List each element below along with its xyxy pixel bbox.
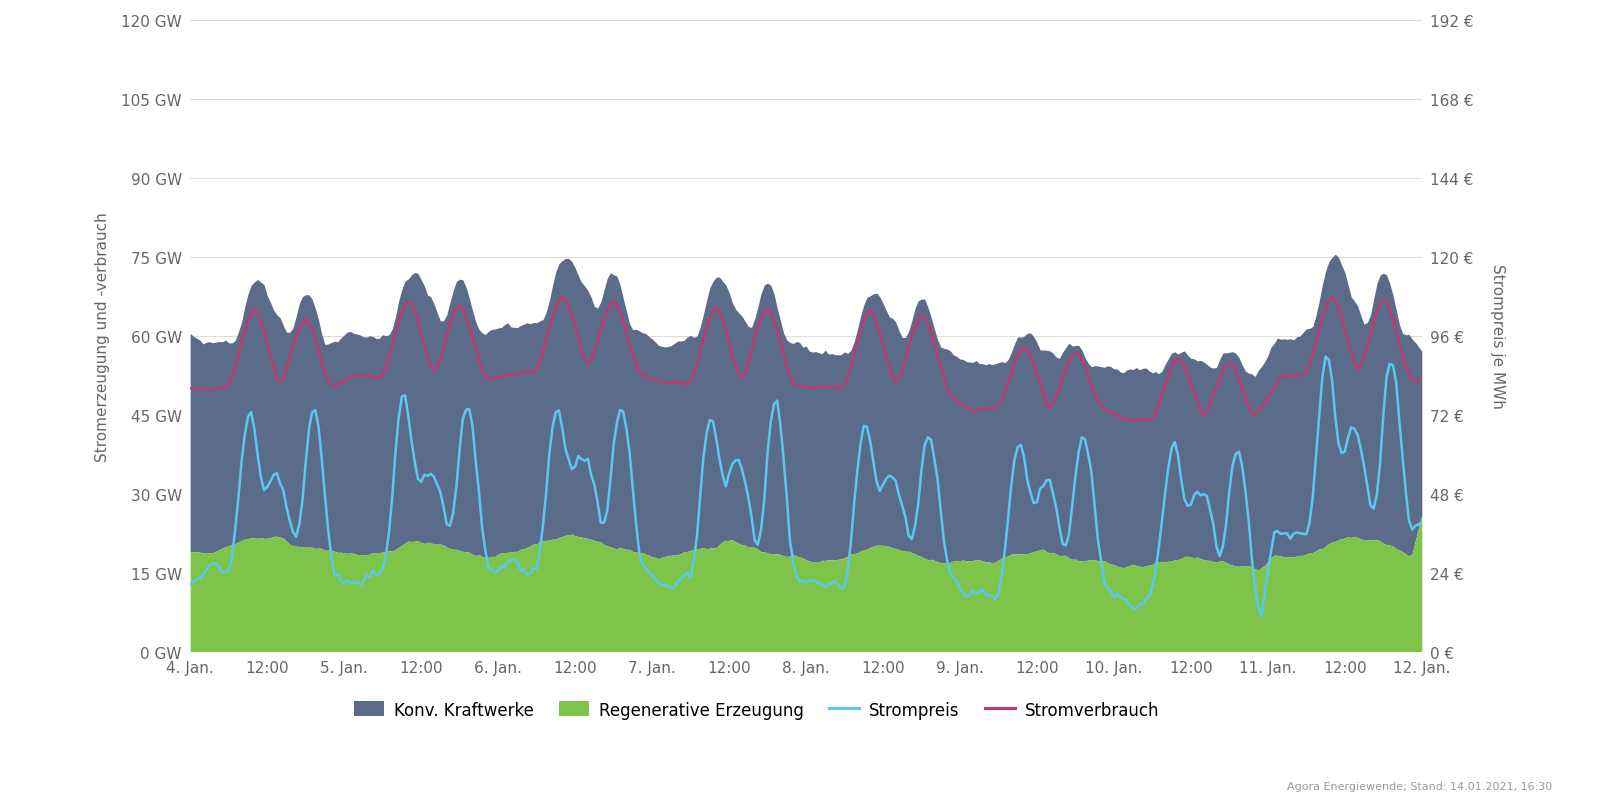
Text: Agora Energiewende; Stand: 14.01.2021, 16:30: Agora Energiewende; Stand: 14.01.2021, 1… [1286,781,1552,791]
Y-axis label: Strompreis je MWh: Strompreis je MWh [1490,264,1504,409]
Y-axis label: Stromerzeugung und -verbrauch: Stromerzeugung und -verbrauch [94,212,110,461]
Legend: Konv. Kraftwerke, Regenerative Erzeugung, Strompreis, Stromverbrauch: Konv. Kraftwerke, Regenerative Erzeugung… [347,694,1166,725]
